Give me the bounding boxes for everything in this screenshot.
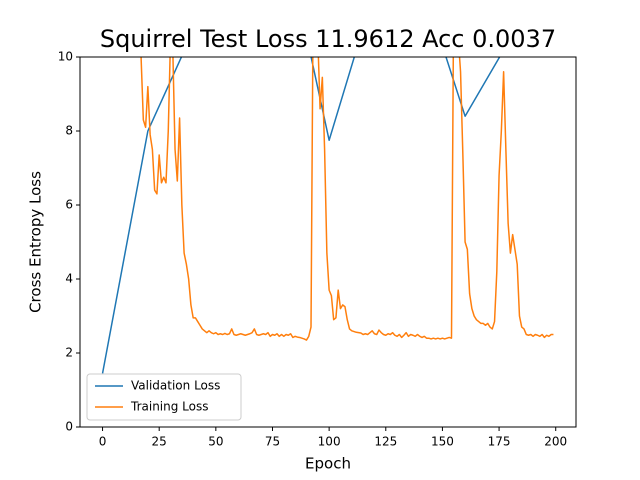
y-tick-label: 10 [58, 50, 73, 64]
x-tick-label: 75 [265, 435, 280, 449]
y-axis-label: Cross Entropy Loss [27, 171, 45, 313]
axes-frame [79, 56, 577, 428]
legend-label: Training Loss [130, 400, 208, 414]
x-tick-label: 200 [544, 435, 567, 449]
legend-label: Validation Loss [131, 379, 220, 393]
y-tick-label: 6 [65, 198, 73, 212]
x-tick-label: 0 [99, 435, 107, 449]
series-line [101, 57, 501, 374]
x-tick-label: 100 [318, 435, 341, 449]
x-tick-label: 125 [374, 435, 397, 449]
x-tick-label: 175 [488, 435, 511, 449]
legend-box [86, 373, 242, 421]
x-tick-label: 50 [208, 435, 223, 449]
y-tick-label: 0 [65, 420, 73, 434]
x-tick-label: 150 [431, 435, 454, 449]
x-axis-label: Epoch [305, 455, 351, 473]
x-tick-label: 25 [152, 435, 167, 449]
y-tick-label: 4 [65, 272, 73, 286]
y-tick-label: 8 [65, 124, 73, 138]
series-line [140, 57, 554, 341]
plot-area [101, 57, 554, 374]
chart-title: Squirrel Test Loss 11.9612 Acc 0.0037 [100, 25, 556, 53]
y-tick-label: 2 [65, 346, 73, 360]
